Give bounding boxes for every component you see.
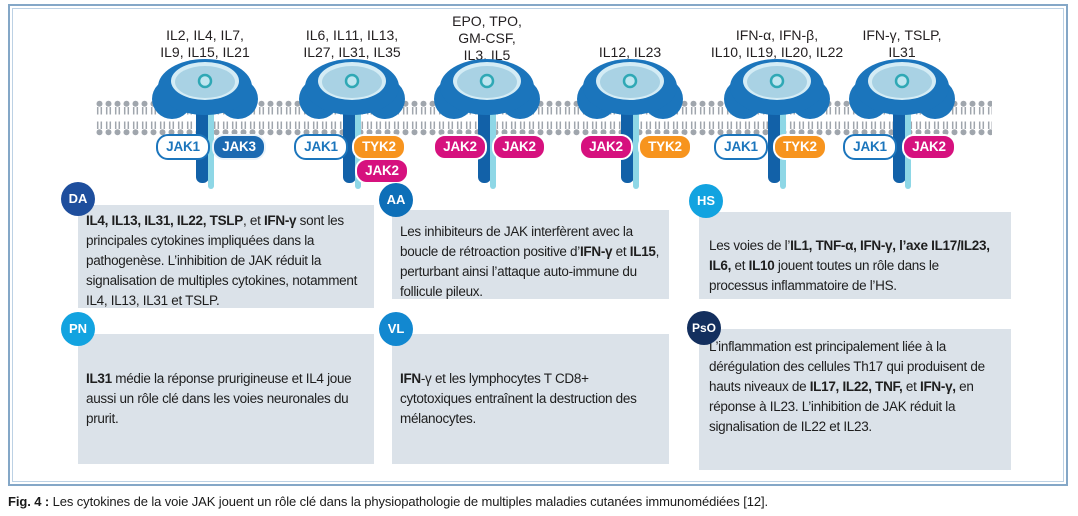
jak2-pill: JAK2 bbox=[355, 158, 409, 184]
cytokine-receptor-icon bbox=[847, 57, 957, 189]
cytokine-group-label: IL2, IL4, IL7, IL9, IL15, IL21 bbox=[95, 27, 315, 61]
jak3-pill: JAK3 bbox=[212, 134, 266, 160]
disease-text: Les voies de l’IL1, TNF-α, IFN-γ, l’axe … bbox=[709, 238, 990, 293]
disease-text: Les inhibiteurs de JAK interfèrent avec … bbox=[400, 224, 660, 299]
tyk2-pill: TYK2 bbox=[773, 134, 827, 160]
jak1-pill: JAK1 bbox=[156, 134, 210, 160]
disease-badge-pso: PsO bbox=[687, 311, 721, 345]
jak2-pill: JAK2 bbox=[492, 134, 546, 160]
cytokine-group-label: IFN-α, IFN-β, IL10, IL19, IL20, IL22 bbox=[667, 27, 887, 61]
disease-box-pn: IL31 médie la réponse prurigineuse et IL… bbox=[78, 334, 374, 464]
cytokine-line: GM-CSF, bbox=[458, 30, 516, 46]
jak2-pill: JAK2 bbox=[579, 134, 633, 160]
tyk2-pill: TYK2 bbox=[638, 134, 692, 160]
cytokine-line: IFN-γ, TSLP, bbox=[862, 27, 942, 43]
cytokine-group-label: IFN-γ, TSLP, IL31 bbox=[792, 27, 1012, 61]
jak2-pill: JAK2 bbox=[902, 134, 956, 160]
disease-badge-vl: VL bbox=[379, 312, 413, 346]
jak1-pill: JAK1 bbox=[294, 134, 348, 160]
disease-text: IFN-γ et les lymphocytes T CD8+ cytotoxi… bbox=[400, 371, 637, 426]
disease-badge-da: DA bbox=[61, 182, 95, 216]
jak2-pill: JAK2 bbox=[433, 134, 487, 160]
cytokine-group-label: IL12, IL23 bbox=[520, 44, 740, 61]
cytokine-line: IL31 bbox=[888, 44, 916, 60]
disease-box-pso: L’inflammation est principalement liée à… bbox=[699, 329, 1011, 470]
cytokine-line: EPO, TPO, bbox=[452, 13, 522, 29]
cytokine-group-label: EPO, TPO, GM-CSF, IL3, IL5 bbox=[377, 13, 597, 64]
cytokine-receptor-icon bbox=[432, 57, 542, 189]
cytokine-receptor-icon bbox=[722, 57, 832, 189]
cytokine-line: IL9, IL15, IL21 bbox=[160, 44, 250, 60]
disease-box-aa: Les inhibiteurs de JAK interfèrent avec … bbox=[392, 210, 669, 299]
cytokine-line: IL2, IL4, IL7, bbox=[166, 27, 244, 43]
cytokine-line: IL10, IL19, IL20, IL22 bbox=[710, 44, 844, 60]
cytokine-line: IFN-α, IFN-β, bbox=[735, 27, 819, 43]
disease-box-da: IL4, IL13, IL31, IL22, TSLP, et IFN-γ so… bbox=[78, 205, 374, 308]
jak1-pill: JAK1 bbox=[714, 134, 768, 160]
disease-text: IL4, IL13, IL31, IL22, TSLP, et IFN-γ so… bbox=[86, 213, 358, 308]
disease-badge-hs: HS bbox=[689, 184, 723, 218]
cytokine-receptor-icon bbox=[575, 57, 685, 189]
cytokine-line: IL12, IL23 bbox=[598, 44, 662, 60]
cytokine-line: IL27, IL31, IL35 bbox=[303, 44, 401, 60]
tyk2-pill: TYK2 bbox=[352, 134, 406, 160]
disease-text: IL31 médie la réponse prurigineuse et IL… bbox=[86, 371, 352, 426]
cytokine-group-label: IL6, IL11, IL13, IL27, IL31, IL35 bbox=[242, 27, 462, 61]
disease-badge-pn: PN bbox=[61, 312, 95, 346]
jak1-pill: JAK1 bbox=[843, 134, 897, 160]
disease-badge-aa: AA bbox=[379, 183, 413, 217]
cytokine-line: IL3, IL5 bbox=[463, 47, 511, 63]
cytokine-line: IL6, IL11, IL13, bbox=[305, 27, 399, 43]
cytokine-receptor-icon bbox=[150, 57, 260, 189]
figure-caption: Fig. 4 : Les cytokines de la voie JAK jo… bbox=[8, 494, 769, 509]
disease-box-vl: IFN-γ et les lymphocytes T CD8+ cytotoxi… bbox=[392, 334, 669, 464]
disease-text: L’inflammation est principalement liée à… bbox=[709, 339, 985, 434]
disease-box-hs: Les voies de l’IL1, TNF-α, IFN-γ, l’axe … bbox=[699, 212, 1011, 299]
